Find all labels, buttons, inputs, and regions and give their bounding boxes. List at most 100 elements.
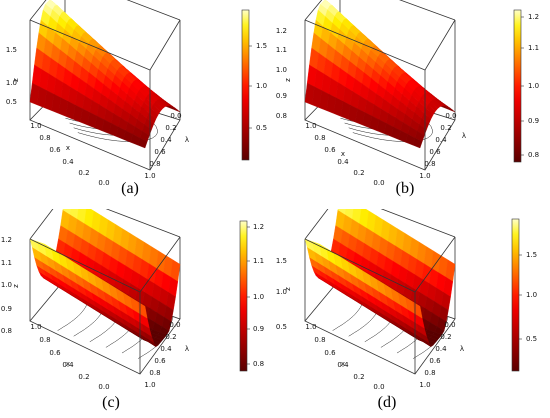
x-tick-label: 0.8 bbox=[39, 134, 50, 142]
x-tick-label: 1.0 bbox=[305, 122, 316, 130]
panel-caption-a: (a) bbox=[121, 180, 139, 197]
colorbar-tick-label: 1.0 bbox=[256, 82, 267, 90]
y-tick-label: 0.0 bbox=[444, 321, 455, 329]
z-tick-label: 0.5 bbox=[276, 323, 287, 331]
colorbar-tick-label: 1.1 bbox=[253, 257, 264, 265]
surface-plot-c: 1.2 1.1 1.0 0.9 0.8 1.0 0.8 0.6 0.4 0.2 0.0 0.0 0.2 0… bbox=[1, 209, 264, 391]
y-tick-label: 0.2 bbox=[165, 124, 176, 132]
y-tick-label: 0.2 bbox=[440, 333, 451, 341]
x-tick-label: 1.0 bbox=[305, 323, 316, 331]
x-tick-label: 0.4 bbox=[62, 361, 74, 369]
z-tick-label: 1.0 bbox=[6, 79, 17, 87]
z-tick-label: 1.0 bbox=[276, 288, 287, 296]
x-tick-label: 0.0 bbox=[98, 383, 109, 391]
colorbar-tick-label: 1.0 bbox=[253, 293, 264, 301]
y-tick-label: 0.8 bbox=[424, 369, 435, 377]
y-tick-label: 0.6 bbox=[154, 148, 166, 156]
z-tick-label: 1.2 bbox=[1, 236, 12, 244]
y-tick-label: 1.0 bbox=[419, 381, 430, 389]
x-tick-label: 0.4 bbox=[62, 158, 74, 166]
z-tick-label: 0.9 bbox=[1, 305, 12, 313]
x-tick-label: 0.4 bbox=[337, 361, 349, 369]
surface-plot-a: 1.51.00.51.00.80.60.40.20.00.00.20.40.60… bbox=[6, 0, 267, 187]
y-tick-label: 0.6 bbox=[429, 148, 441, 156]
box-top-edge bbox=[29, 19, 181, 71]
x-tick-label: 0.2 bbox=[78, 169, 89, 177]
y-tick-label: 0.8 bbox=[149, 160, 160, 168]
z-tick-label: 0.9 bbox=[276, 92, 287, 100]
z-tick-label: 1.5 bbox=[276, 257, 287, 265]
x-axis-label: x bbox=[66, 144, 70, 152]
x-tick-label: 0.2 bbox=[78, 373, 89, 381]
y-tick-label: 0.4 bbox=[160, 136, 172, 144]
x-tick-label: 1.0 bbox=[30, 323, 41, 331]
y-tick-label: 0.0 bbox=[169, 321, 180, 329]
y-tick-label: 0.6 bbox=[429, 357, 441, 365]
colorbar-tick-label: 0.8 bbox=[253, 360, 264, 368]
surface bbox=[304, 0, 456, 149]
z-axis-label: z bbox=[12, 284, 20, 288]
colorbar-tick-label: 1.0 bbox=[528, 82, 539, 90]
x-tick-label: 0.6 bbox=[324, 349, 336, 357]
y-axis-label: λ bbox=[185, 136, 189, 144]
surface-plot-b: 1.21.11.00.90.81.00.80.60.40.20.00.00.20… bbox=[276, 0, 539, 187]
z-axis-label: z bbox=[12, 78, 20, 82]
box-top-edge bbox=[29, 236, 181, 293]
panel-c: 1.2 1.1 1.0 0.9 0.8 1.0 0.8 0.6 0.4 0.2 0.0 0.0 0.2 0… bbox=[0, 209, 275, 418]
colorbar bbox=[513, 9, 522, 163]
panel-caption-c: (c) bbox=[102, 394, 120, 411]
colorbar-tick-label: 0.8 bbox=[528, 151, 539, 159]
colorbar-tick-label: 0.9 bbox=[528, 117, 539, 125]
colorbar-tick-label: 1.2 bbox=[253, 223, 264, 231]
y-axis-label: λ bbox=[462, 132, 466, 140]
colorbar-tick-label: 1.1 bbox=[528, 44, 539, 52]
x-tick-label: 0.2 bbox=[353, 169, 364, 177]
y-tick-label: 0.2 bbox=[440, 124, 451, 132]
z-tick-label: 1.0 bbox=[1, 281, 12, 289]
z-axis-label: z bbox=[284, 78, 292, 82]
panel-d: 1.5 1.0 0.5 1.0 0.8 0.6 0.4 0.2 0.0 0.0 0.2 0.4 0.6 0… bbox=[275, 209, 550, 418]
colorbar bbox=[239, 220, 248, 372]
z-tick-label: 1.2 bbox=[276, 27, 287, 35]
x-tick-label: 0.0 bbox=[98, 179, 109, 187]
y-tick-label: 0.8 bbox=[424, 160, 435, 168]
y-tick-label: 0.2 bbox=[165, 333, 176, 341]
x-tick-label: 0.8 bbox=[314, 134, 325, 142]
y-axis-label: λ bbox=[460, 345, 464, 353]
x-tick-label: 0.6 bbox=[324, 146, 336, 154]
z-tick-label: 0.8 bbox=[1, 327, 12, 335]
x-tick-label: 1.0 bbox=[30, 122, 41, 130]
colorbar-tick-label: 0.5 bbox=[256, 124, 267, 132]
surface-facet bbox=[412, 137, 423, 149]
y-tick-label: 0.0 bbox=[445, 112, 456, 120]
colorbar-tick-label: 1.5 bbox=[526, 251, 537, 259]
colorbar-tick-label: 0.5 bbox=[526, 335, 537, 343]
y-tick-label: 1.0 bbox=[144, 172, 155, 180]
surface bbox=[29, 209, 181, 348]
colorbar bbox=[511, 218, 520, 372]
y-tick-label: 0.6 bbox=[154, 357, 166, 365]
z-tick-label: 1.1 bbox=[276, 46, 287, 54]
colorbar-tick-label: 0.9 bbox=[253, 325, 264, 333]
box-top-edge bbox=[304, 19, 456, 71]
z-tick-label: 0.8 bbox=[276, 112, 287, 120]
panel-caption-d: (d) bbox=[377, 394, 397, 411]
y-tick-label: 0.4 bbox=[160, 345, 172, 353]
z-tick-label: 1.5 bbox=[6, 46, 17, 54]
z-axis-label: z bbox=[284, 287, 292, 291]
colorbar-tick-label: 1.5 bbox=[256, 42, 267, 50]
surface bbox=[29, 0, 181, 149]
colorbar-tick-label: 1.0 bbox=[526, 291, 537, 299]
colorbar-tick-label: 1.2 bbox=[528, 13, 539, 21]
y-tick-label: 1.0 bbox=[144, 381, 155, 389]
x-tick-label: 0.6 bbox=[49, 146, 61, 154]
z-tick-label: 1.1 bbox=[1, 259, 12, 267]
z-tick-label: 0.5 bbox=[6, 98, 17, 106]
x-tick-label: 0.8 bbox=[39, 336, 50, 344]
surface bbox=[304, 209, 456, 348]
panel-a: 1.5 1.0 0.5 1.0 0.8 0.6 0.4 0.2 0.0 0.0 0.2 0.4 0.6 0… bbox=[0, 0, 275, 209]
y-tick-label: 1.0 bbox=[419, 172, 430, 180]
panel-caption-b: (b) bbox=[395, 180, 415, 197]
x-axis-label: x bbox=[341, 360, 345, 368]
y-tick-label: 0.8 bbox=[149, 369, 160, 377]
